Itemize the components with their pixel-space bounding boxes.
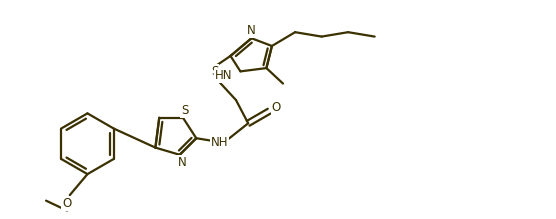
Text: S: S	[211, 65, 218, 78]
Text: HN: HN	[215, 69, 232, 82]
Text: NH: NH	[211, 136, 228, 149]
Text: O: O	[62, 197, 72, 210]
Text: N: N	[247, 24, 256, 37]
Text: O: O	[272, 101, 281, 114]
Text: S: S	[181, 104, 189, 117]
Text: N: N	[178, 156, 187, 169]
